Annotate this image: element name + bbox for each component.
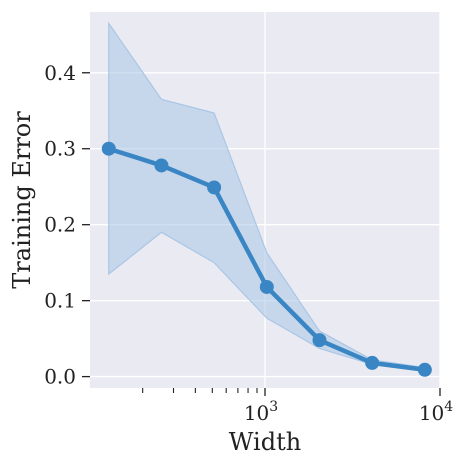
y-tick-label: 0.0 [44, 365, 76, 389]
x-tick-label: 103 [244, 399, 278, 425]
data-point [365, 355, 380, 370]
x-axis: 103 104 [142, 388, 453, 425]
data-point [207, 180, 222, 195]
y-axis: 0.0 0.1 0.2 0.3 0.4 [44, 61, 90, 389]
y-tick-label: 0.2 [44, 213, 76, 237]
data-point [101, 141, 116, 156]
data-point [154, 158, 169, 173]
x-axis-label: Width [229, 428, 301, 456]
data-point [417, 362, 432, 377]
data-point [259, 279, 274, 294]
data-point [312, 333, 327, 348]
y-axis-label: Training Error [8, 111, 36, 289]
x-tick-label: 104 [419, 399, 453, 425]
y-tick-label: 0.1 [44, 289, 76, 313]
data-points-layer [101, 141, 432, 377]
y-tick-label: 0.4 [44, 61, 76, 85]
y-tick-label: 0.3 [44, 137, 76, 161]
